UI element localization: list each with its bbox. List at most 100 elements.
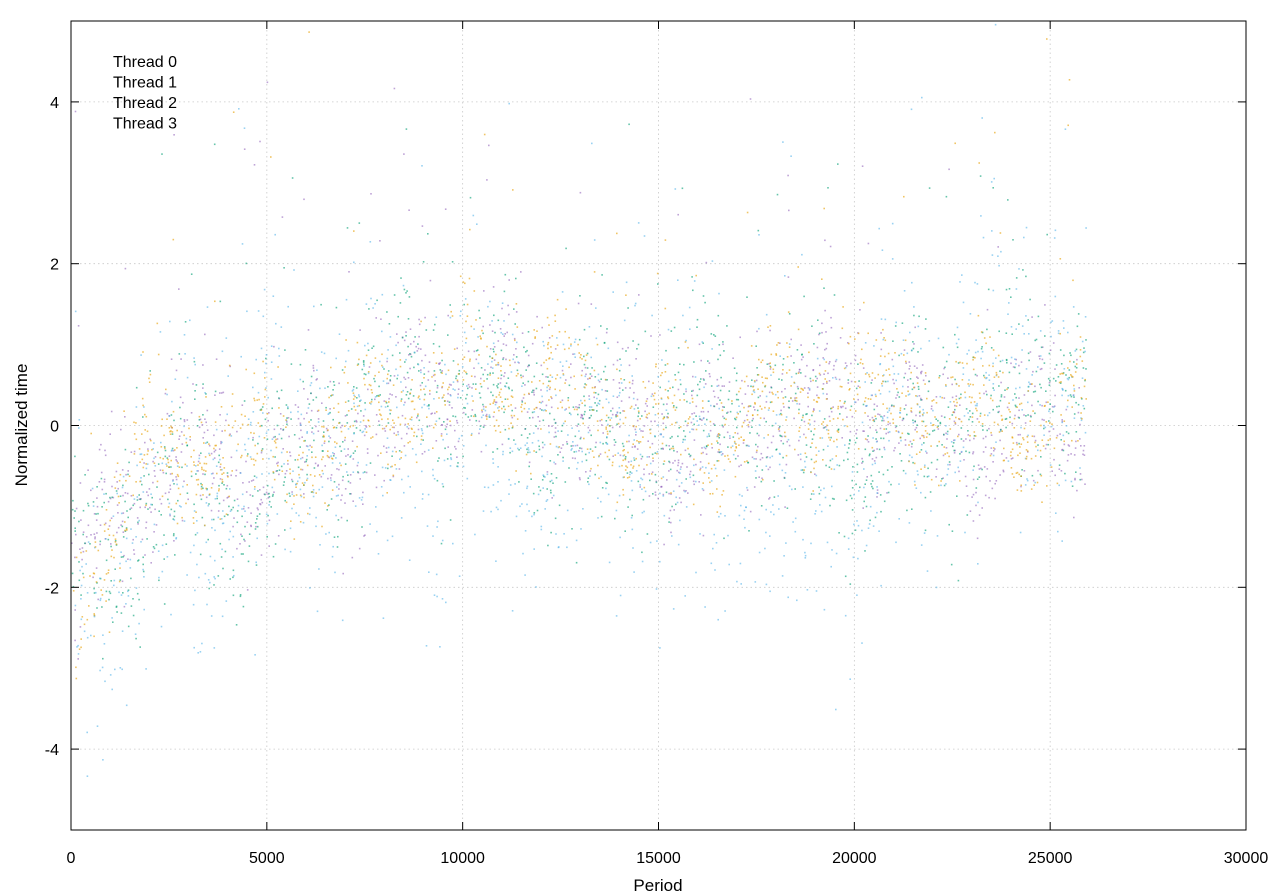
data-point: [402, 389, 404, 392]
data-point: [164, 449, 167, 452]
data-point: [442, 438, 444, 441]
data-point: [79, 626, 82, 628]
data-point: [496, 448, 499, 450]
data-point: [338, 488, 340, 490]
data-point: [591, 367, 593, 369]
data-point: [235, 475, 237, 477]
data-point: [851, 509, 854, 511]
data-point: [716, 403, 718, 405]
data-point: [862, 403, 865, 406]
data-point: [892, 418, 894, 421]
data-point: [387, 382, 390, 385]
data-point: [202, 487, 204, 490]
data-point: [1067, 454, 1070, 456]
data-point: [172, 238, 175, 241]
data-point: [487, 486, 490, 489]
data-point: [916, 431, 918, 433]
data-point: [330, 395, 332, 397]
data-point: [998, 410, 1000, 413]
data-point: [754, 402, 756, 404]
data-point: [593, 456, 595, 458]
data-point: [744, 393, 747, 395]
data-point: [901, 432, 904, 435]
data-point: [365, 431, 368, 433]
data-point: [689, 476, 692, 479]
data-point: [772, 393, 774, 395]
data-point: [1046, 38, 1048, 40]
data-point: [723, 469, 726, 471]
data-point: [689, 416, 691, 418]
data-point: [695, 415, 697, 417]
data-point: [597, 517, 599, 519]
data-point: [325, 406, 327, 409]
data-point: [623, 449, 625, 451]
data-point: [911, 456, 913, 459]
data-point: [778, 378, 780, 380]
data-point: [181, 443, 184, 445]
data-point: [899, 436, 902, 439]
data-point: [714, 335, 717, 337]
data-point: [672, 490, 675, 492]
data-point: [605, 426, 607, 429]
data-point: [289, 468, 291, 470]
data-point: [355, 419, 358, 422]
data-point: [867, 527, 870, 529]
data-point: [252, 439, 254, 441]
data-point: [635, 434, 637, 436]
data-point: [667, 380, 670, 383]
data-point: [664, 364, 667, 366]
data-point: [285, 470, 288, 472]
data-point: [969, 510, 972, 512]
data-point: [967, 412, 969, 414]
data-point: [135, 536, 137, 538]
data-point: [562, 365, 564, 367]
data-point: [929, 491, 932, 493]
data-point: [1020, 361, 1023, 363]
data-point: [427, 233, 429, 235]
data-point: [1011, 473, 1014, 475]
data-point: [845, 499, 848, 502]
data-point: [82, 509, 85, 512]
data-point: [333, 453, 335, 455]
data-point: [324, 465, 326, 467]
data-point: [226, 497, 229, 499]
data-point: [637, 410, 640, 413]
data-point: [1011, 436, 1014, 438]
data-point: [559, 376, 562, 379]
data-point: [886, 411, 889, 413]
data-point: [677, 371, 680, 374]
data-point: [213, 450, 216, 453]
data-point: [1054, 229, 1057, 232]
data-point: [500, 370, 502, 372]
data-point: [943, 367, 945, 370]
data-point: [573, 341, 576, 343]
data-point: [733, 367, 736, 369]
data-point: [521, 332, 524, 334]
data-point: [907, 390, 909, 393]
data-point: [957, 362, 960, 364]
data-point: [140, 477, 142, 479]
data-point: [594, 446, 597, 448]
data-point: [969, 313, 972, 315]
data-point: [572, 406, 575, 408]
data-point: [1052, 377, 1055, 380]
data-point: [1068, 79, 1071, 81]
data-point: [580, 528, 582, 530]
data-point: [504, 385, 507, 388]
data-point: [778, 413, 781, 416]
data-point: [333, 384, 336, 386]
data-point: [850, 362, 852, 365]
data-point: [838, 378, 841, 381]
data-point: [381, 466, 384, 469]
data-point: [888, 407, 891, 410]
data-point: [1014, 358, 1016, 360]
data-point: [908, 393, 911, 395]
data-point: [882, 328, 884, 331]
data-point: [440, 435, 443, 437]
data-point: [905, 360, 907, 363]
data-point: [196, 425, 199, 427]
data-point: [212, 518, 215, 521]
data-point: [1073, 396, 1075, 398]
data-point: [786, 507, 789, 509]
data-point: [825, 331, 827, 333]
